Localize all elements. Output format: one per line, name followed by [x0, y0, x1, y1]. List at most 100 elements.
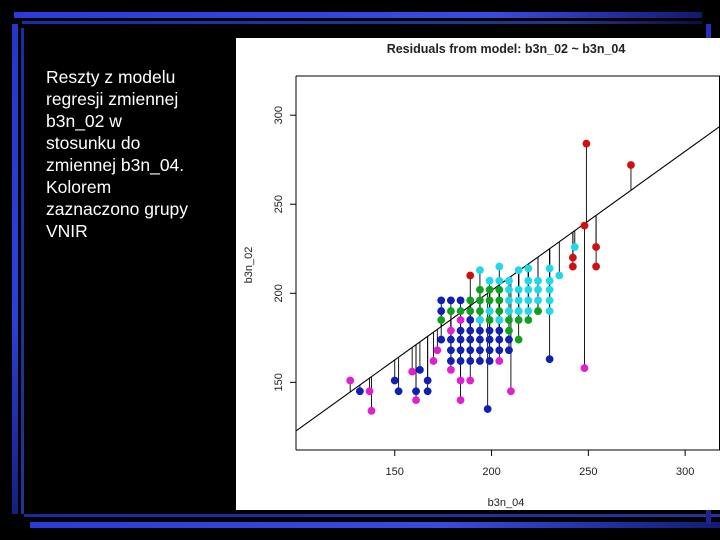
data-point: [476, 307, 484, 315]
data-point: [524, 316, 533, 324]
data-point: [355, 387, 364, 396]
data-point: [456, 396, 465, 405]
slide-description: Reszty z modelu regresji zmiennej b3n_02…: [46, 67, 189, 241]
data-point: [466, 357, 475, 365]
data-point: [505, 296, 513, 305]
data-point: [456, 307, 465, 315]
data-point: [466, 271, 475, 280]
data-point: [592, 262, 600, 271]
data-point: [580, 221, 589, 230]
data-point: [505, 316, 513, 324]
data-point: [466, 307, 475, 315]
data-point: [456, 296, 465, 305]
y-axis-label: b3n_02: [243, 247, 255, 284]
bottom-accent-line: [24, 514, 720, 517]
data-point: [446, 307, 455, 315]
data-point: [534, 285, 542, 294]
data-point: [466, 326, 475, 335]
data-point: [446, 346, 455, 355]
data-point: [456, 335, 465, 344]
data-point: [507, 387, 515, 396]
data-point: [505, 346, 513, 355]
x-tick-label: 250: [579, 466, 597, 478]
data-point: [456, 346, 465, 355]
data-point: [476, 326, 484, 335]
data-point: [495, 307, 504, 315]
data-point: [495, 276, 504, 285]
data-point: [545, 276, 554, 285]
data-point: [456, 376, 465, 385]
data-point: [555, 271, 564, 280]
data-point: [568, 253, 577, 262]
data-point: [545, 296, 554, 305]
data-point: [446, 326, 455, 335]
data-point: [495, 326, 504, 335]
data-point: [456, 316, 465, 324]
data-point: [456, 357, 465, 365]
data-point: [408, 367, 417, 376]
data-point: [466, 316, 475, 324]
left-accent-bar: [12, 24, 18, 514]
data-point: [495, 262, 504, 271]
top-accent-line: [22, 21, 702, 24]
chart-title: Residuals from model: b3n_02 ~ b3n_04: [387, 42, 626, 56]
y-tick-label: 200: [273, 284, 285, 302]
y-tick-label: 150: [273, 373, 285, 391]
y-tick-label: 250: [273, 195, 285, 213]
data-point: [505, 335, 513, 344]
data-point: [505, 276, 513, 285]
data-point: [437, 307, 446, 315]
data-point: [514, 316, 523, 324]
data-point: [437, 335, 446, 344]
data-point: [505, 307, 513, 315]
data-point: [456, 326, 465, 335]
data-point: [466, 346, 475, 355]
data-point: [534, 276, 542, 285]
x-axis-label: b3n_04: [488, 497, 525, 509]
data-point: [423, 387, 432, 396]
data-point: [429, 357, 438, 365]
data-point: [495, 296, 504, 305]
data-point: [446, 357, 455, 365]
data-point: [495, 346, 504, 355]
data-point: [514, 335, 523, 344]
data-point: [514, 307, 523, 315]
data-point: [365, 387, 374, 396]
data-point: [476, 357, 484, 365]
data-point: [466, 296, 475, 305]
left-accent-line: [21, 28, 24, 514]
data-point: [545, 264, 554, 273]
data-point: [446, 365, 455, 374]
data-point: [627, 161, 635, 169]
data-point: [446, 296, 455, 305]
data-point: [524, 264, 533, 273]
data-point: [580, 364, 589, 372]
data-point: [534, 307, 542, 315]
data-point: [545, 307, 554, 315]
data-point: [394, 387, 403, 396]
data-point: [485, 335, 494, 344]
bottom-accent-bar: [30, 522, 720, 528]
x-tick-label: 150: [386, 466, 404, 478]
data-point: [495, 335, 504, 344]
data-point: [485, 326, 494, 335]
data-point: [514, 296, 523, 305]
data-point: [524, 307, 533, 315]
data-point: [568, 262, 577, 271]
data-point: [476, 296, 484, 305]
data-point: [485, 357, 494, 365]
data-point: [446, 335, 455, 344]
data-point: [495, 285, 504, 294]
data-point: [485, 296, 494, 305]
data-point: [437, 316, 446, 324]
data-point: [466, 376, 475, 385]
data-point: [476, 266, 484, 275]
data-point: [582, 139, 591, 148]
data-point: [412, 396, 420, 405]
residuals-scatter-chart: Residuals from model: b3n_02 ~ b3n_04 15…: [243, 42, 720, 509]
chart-panel: Residuals from model: b3n_02 ~ b3n_04 15…: [236, 38, 720, 510]
data-point: [346, 376, 355, 385]
data-point: [367, 406, 376, 415]
x-tick-label: 200: [482, 466, 500, 478]
